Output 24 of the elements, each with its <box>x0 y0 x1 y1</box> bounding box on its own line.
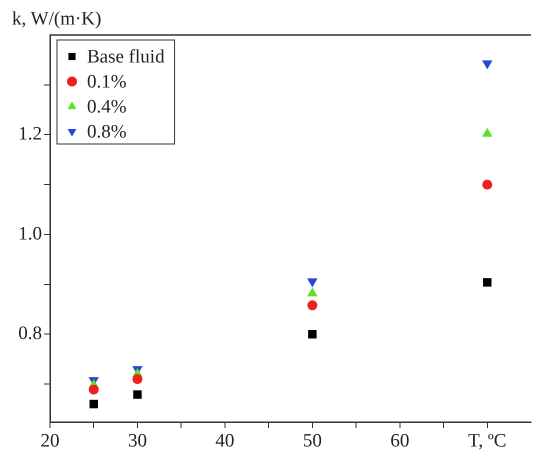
point <box>89 400 98 408</box>
point <box>307 300 318 310</box>
y-tick-label: 1.2 <box>18 124 42 145</box>
legend-label: Base fluid <box>87 46 166 68</box>
point <box>482 180 492 190</box>
x-tick-label: 30 <box>128 430 147 452</box>
point <box>483 278 492 287</box>
y-axis-title: k, W/(m·K) <box>12 8 102 30</box>
point <box>133 390 142 399</box>
x-tick-label: 40 <box>215 430 234 452</box>
point <box>132 374 142 384</box>
point <box>308 330 317 338</box>
y-tick-label: 0.8 <box>18 323 42 344</box>
legend-label: 0.4% <box>87 96 127 118</box>
x-tick-label: 50 <box>302 430 322 452</box>
legend-label: 0.1% <box>87 71 127 92</box>
y-tick-label: 1.0 <box>18 223 42 244</box>
legend-label: 0.8% <box>87 121 127 142</box>
point <box>482 60 492 70</box>
point <box>88 384 99 395</box>
x-tick-label: 20 <box>40 430 60 452</box>
point <box>307 278 318 288</box>
x-tick-label: 60 <box>390 430 410 452</box>
x-tick-label: T, ºC <box>468 430 506 452</box>
